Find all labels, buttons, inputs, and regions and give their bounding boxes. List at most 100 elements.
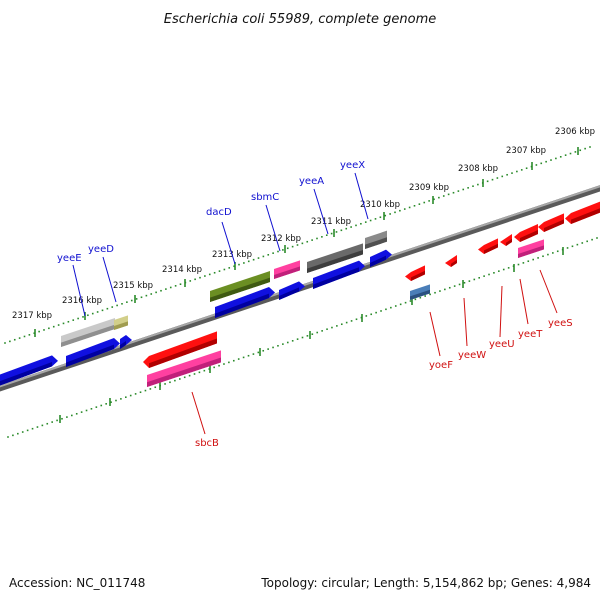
ruler-dot xyxy=(43,329,45,331)
ruler-dot xyxy=(121,303,123,305)
gene-feature xyxy=(143,331,217,368)
ruler-dot xyxy=(463,281,466,284)
ruler-dot xyxy=(72,319,75,321)
ruler-dot xyxy=(291,340,294,342)
ruler-dot xyxy=(419,296,422,299)
ruler-dot xyxy=(423,201,426,204)
ruler-dot xyxy=(336,325,338,327)
ruler-dot xyxy=(462,188,465,191)
gene-feature xyxy=(210,271,270,302)
ruler-dot xyxy=(135,298,138,300)
ruler-dot xyxy=(13,338,16,341)
kbp-label: 2315 kbp xyxy=(113,281,153,291)
ruler-dot xyxy=(355,224,357,227)
ruler-dot xyxy=(237,358,240,360)
gene-label-bottom: sbcB xyxy=(195,438,219,449)
ruler-dot xyxy=(257,351,260,354)
ruler-dot xyxy=(389,213,391,215)
gene-feature xyxy=(538,213,564,232)
gene-feature xyxy=(410,284,430,300)
ruler-dot xyxy=(525,167,528,170)
ruler-dot xyxy=(306,335,309,337)
gene-feature xyxy=(445,255,457,267)
ruler-dot xyxy=(375,311,377,314)
genome-summary-text: Topology: circular; Length: 5,154,862 bp… xyxy=(260,576,591,590)
ruler-dot xyxy=(101,309,104,312)
kbp-label: 2306 kbp xyxy=(555,127,595,137)
ruler-dot xyxy=(321,236,323,238)
ruler-dot xyxy=(537,257,539,259)
ruler-dot xyxy=(218,364,220,367)
kbp-label: 2316 kbp xyxy=(62,296,102,306)
ruler-dot xyxy=(46,422,49,425)
ruler-dot xyxy=(56,419,58,422)
ruler-dot xyxy=(120,398,122,400)
ruler-dot xyxy=(306,240,309,243)
ruler-dot xyxy=(311,333,314,335)
ruler-dot xyxy=(91,312,94,315)
gene-feature xyxy=(66,338,120,367)
accession-text: Accession: NC_011748 xyxy=(9,576,145,590)
gene-feature xyxy=(365,230,387,249)
ruler-dot xyxy=(52,325,55,328)
ruler-dot xyxy=(130,299,133,302)
ruler-dot xyxy=(105,403,107,405)
gene-feature xyxy=(313,260,365,289)
ruler-dot xyxy=(62,322,65,325)
ruler-dot xyxy=(502,268,505,271)
ruler-dot xyxy=(552,252,554,254)
ruler-dot xyxy=(447,193,450,196)
ruler-dot xyxy=(169,286,172,289)
ruler-dot xyxy=(331,326,333,329)
ruler-dot xyxy=(439,290,441,292)
top-gene-labels: yeeE yeeD dacD sbmC yeeA yeeX xyxy=(57,160,369,317)
ruler-dot xyxy=(535,164,538,166)
ruler-dot xyxy=(428,200,430,202)
ruler-dot xyxy=(31,427,34,430)
ruler-dot xyxy=(472,185,474,187)
ruler-dot xyxy=(218,270,221,272)
ruler-dot xyxy=(203,369,206,372)
kbp-label: 2308 kbp xyxy=(458,164,498,174)
gene-feature xyxy=(518,239,544,258)
ruler-dot xyxy=(345,227,348,230)
ruler-dot xyxy=(477,183,479,186)
ruler-dot xyxy=(498,270,500,272)
ruler-dot xyxy=(228,361,230,364)
gene-label-bottom: yeeW xyxy=(458,350,486,361)
gene-label-bottom: yeeU xyxy=(489,339,515,350)
ruler-dot xyxy=(453,285,456,287)
ruler-dot xyxy=(483,275,485,277)
ruler-dot xyxy=(193,373,196,375)
ruler-dot xyxy=(57,324,60,326)
ruler-dot xyxy=(95,406,98,408)
ruler-dot xyxy=(194,278,196,281)
ruler-dot xyxy=(267,254,270,256)
ruler-dot xyxy=(340,323,343,326)
ruler-dot xyxy=(116,304,118,307)
gene-feature xyxy=(120,335,132,349)
ruler-dot xyxy=(12,434,14,437)
ruler-dot xyxy=(507,267,510,269)
ruler-dot xyxy=(369,219,372,222)
ruler-dot xyxy=(576,243,579,246)
ruler-dot xyxy=(80,411,83,413)
ruler-dot xyxy=(213,271,216,274)
kbp-label: 2309 kbp xyxy=(409,183,449,193)
ruler-dot xyxy=(394,305,397,307)
ruler-dot xyxy=(232,359,235,362)
ruler-dot xyxy=(48,327,50,330)
gene-features xyxy=(0,201,600,387)
ruler-dot xyxy=(198,371,201,374)
ruler-dot xyxy=(164,383,166,385)
ruler-dot xyxy=(223,363,225,365)
gene-label-top: sbmC xyxy=(251,192,279,203)
ruler-dot xyxy=(23,335,26,338)
ruler-dot xyxy=(155,291,157,294)
ruler-dot xyxy=(364,221,367,223)
ruler-dot xyxy=(82,316,84,318)
ruler-dot xyxy=(385,308,387,311)
bottom-gene-labels: sbcB yoeF yeeW yeeU yeeT yeeS xyxy=(191,269,573,449)
ruler-dot xyxy=(28,334,31,336)
ruler-dot xyxy=(111,306,114,308)
